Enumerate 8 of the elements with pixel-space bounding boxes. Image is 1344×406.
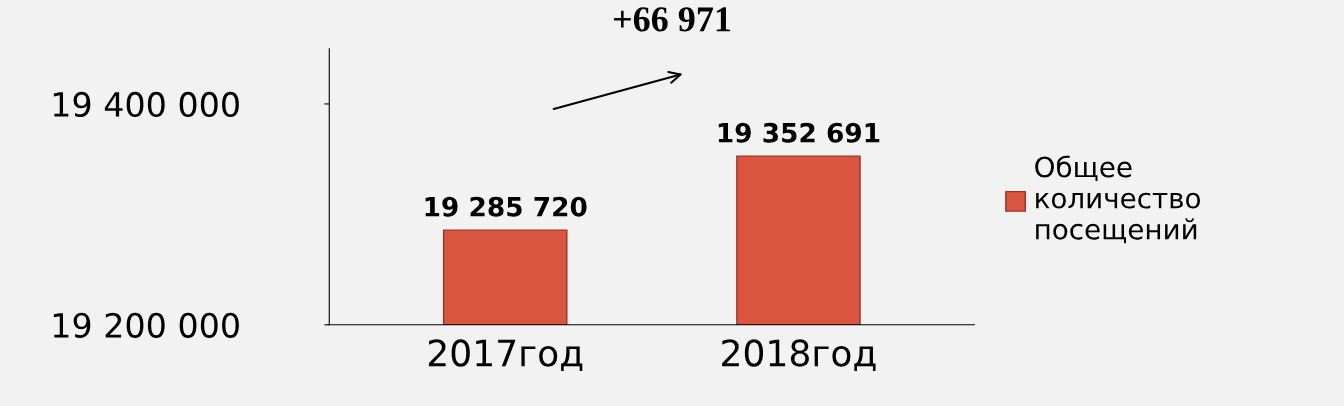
y-tick-label: 19 200 000 [53,312,239,338]
x-tick-label: 2017год [428,339,583,372]
data-label: 19 352 691 [718,122,880,143]
data-label: 19 285 720 [425,196,587,217]
y-tick-label: 19 400 000 [53,91,239,118]
x-tick-label: 2018год [722,339,876,372]
text: +66 971 [613,7,731,32]
legend-label: Общее количество посещений [1035,155,1201,244]
